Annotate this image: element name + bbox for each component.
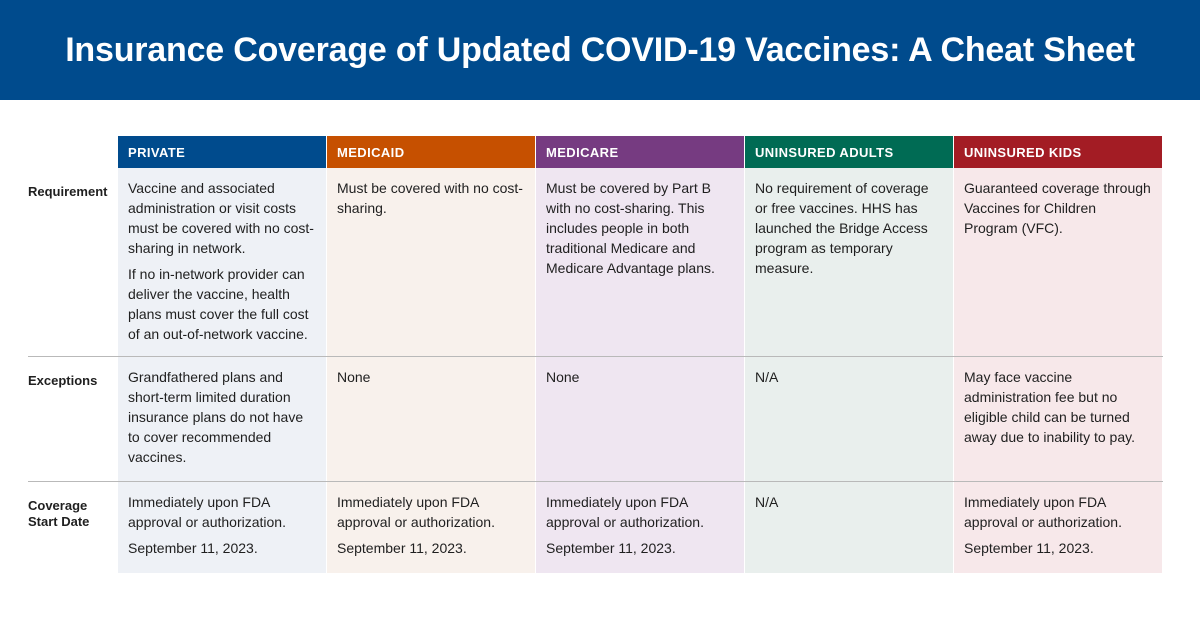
cell-text: Must be covered with no cost-sharing.: [337, 180, 523, 216]
title-banner: Insurance Coverage of Updated COVID-19 V…: [0, 0, 1200, 100]
column-header-uninsured-kids: UNINSURED KIDS: [954, 136, 1162, 168]
cell-coverage-start-date-uninsured-kids: Immediately upon FDA approval or authori…: [954, 482, 1162, 573]
cell-exceptions-uninsured-adults: N/A: [745, 357, 953, 481]
cell-text: Grandfathered plans and short-term limit…: [128, 369, 304, 465]
column-header-uninsured-adults: UNINSURED ADULTS: [745, 136, 953, 168]
cell-requirement-medicaid: Must be covered with no cost-sharing.: [327, 168, 535, 356]
row-label-coverage-start-date: Coverage Start Date: [28, 498, 90, 529]
cell-text: September 11, 2023.: [128, 540, 258, 556]
row-divider: [28, 356, 1163, 357]
cell-text: Immediately upon FDA approval or authori…: [964, 494, 1122, 530]
cell-coverage-start-date-medicare: Immediately upon FDA approval or authori…: [536, 482, 744, 573]
cell-requirement-medicare: Must be covered by Part B with no cost-s…: [536, 168, 744, 356]
cell-requirement-private: Vaccine and associated administration or…: [118, 168, 326, 356]
row-divider: [28, 481, 1163, 482]
cell-text: Must be covered by Part B with no cost-s…: [546, 180, 715, 276]
column-header-medicaid: MEDICAID: [327, 136, 535, 168]
cell-requirement-uninsured-adults: No requirement of coverage or free vacci…: [745, 168, 953, 356]
cell-text: Vaccine and associated administration or…: [128, 180, 314, 256]
cell-coverage-start-date-uninsured-adults: N/A: [745, 482, 953, 573]
cell-text: N/A: [755, 369, 779, 385]
cell-text: None: [337, 369, 371, 385]
page-title: Insurance Coverage of Updated COVID-19 V…: [65, 30, 1135, 69]
cell-text: Immediately upon FDA approval or authori…: [128, 494, 286, 530]
cell-text: September 11, 2023.: [964, 540, 1094, 556]
cell-text: May face vaccine administration fee but …: [964, 369, 1135, 445]
cell-text: September 11, 2023.: [337, 540, 467, 556]
cell-exceptions-medicaid: None: [327, 357, 535, 481]
cell-text: None: [546, 369, 580, 385]
cell-text: Immediately upon FDA approval or authori…: [546, 494, 704, 530]
column-header-private: PRIVATE: [118, 136, 326, 168]
row-label-exceptions: Exceptions: [28, 373, 98, 388]
cell-text: September 11, 2023.: [546, 540, 676, 556]
cell-exceptions-private: Grandfathered plans and short-term limit…: [118, 357, 326, 481]
row-label-requirement: Requirement: [28, 184, 108, 199]
cell-text: If no in-network provider can deliver th…: [128, 266, 309, 342]
cell-coverage-start-date-private: Immediately upon FDA approval or authori…: [118, 482, 326, 573]
cell-text: N/A: [755, 494, 779, 510]
column-header-medicare: MEDICARE: [536, 136, 744, 168]
cell-coverage-start-date-medicaid: Immediately upon FDA approval or authori…: [327, 482, 535, 573]
cell-exceptions-uninsured-kids: May face vaccine administration fee but …: [954, 357, 1162, 481]
cell-text: No requirement of coverage or free vacci…: [755, 180, 929, 276]
cell-exceptions-medicare: None: [536, 357, 744, 481]
cell-requirement-uninsured-kids: Guaranteed coverage through Vaccines for…: [954, 168, 1162, 356]
cell-text: Guaranteed coverage through Vaccines for…: [964, 180, 1151, 236]
cell-text: Immediately upon FDA approval or authori…: [337, 494, 495, 530]
